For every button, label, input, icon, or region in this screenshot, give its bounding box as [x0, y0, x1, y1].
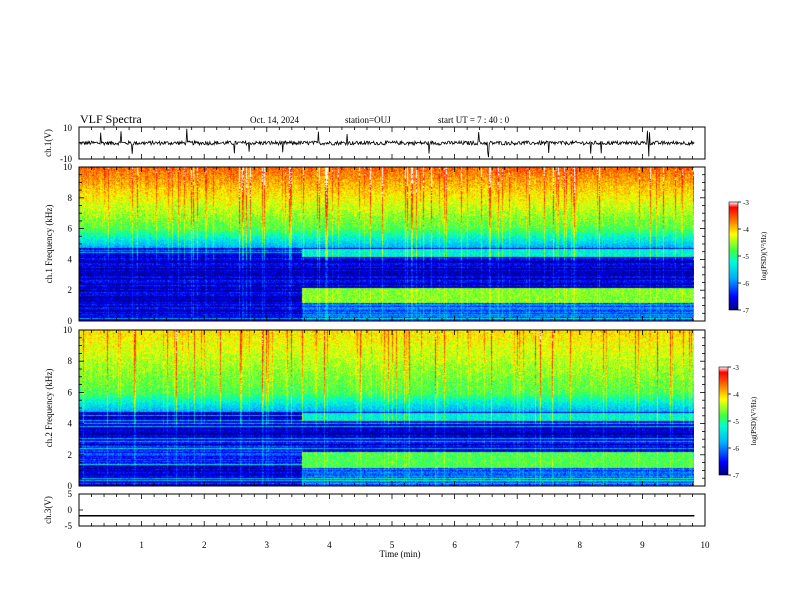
- colorbar-tick-label: -7: [743, 307, 749, 315]
- ch2-spectrogram-ylabel: ch.2 Frequency (kHz): [44, 369, 54, 448]
- ch1-colorbar-label: log(PSD)(V²/Hz): [760, 231, 768, 280]
- figure-title: VLF Spectra: [80, 112, 142, 126]
- ch2-spectrogram-image: [79, 330, 694, 486]
- xtick-label: 5: [390, 540, 395, 550]
- xtick-label: 0: [77, 540, 82, 550]
- colorbar-tick-label: -4: [743, 226, 749, 234]
- ch3-waveform-panel: ch.3(V) 5 0 -5: [43, 489, 706, 531]
- xtick-label: 6: [452, 540, 457, 550]
- ytick-label: 5: [68, 489, 73, 499]
- x-axis-tick-labels: 0 1 2 3 4 5 6 7 8 9 10: [77, 540, 710, 550]
- colorbar-tick-label: -7: [733, 472, 739, 480]
- ch1-waveform-panel: ch.1(V) 10 -10: [43, 123, 706, 164]
- ch3-waveform-ylabel: ch.3(V): [43, 496, 53, 524]
- start-ut-label: start UT = 7 : 40 : 0: [438, 115, 510, 125]
- ch1-colorbar: -3 -4 -5 -6 -7 log(PSD)(V²/Hz): [728, 199, 768, 315]
- ytick-label: 6: [68, 387, 73, 397]
- ytick-label: 10: [63, 325, 73, 335]
- ytick-label: 0: [68, 316, 73, 326]
- colorbar-tick-label: -5: [743, 253, 749, 261]
- ch1-waveform-ylabel: ch.1(V): [43, 129, 53, 157]
- ytick-label: 0: [68, 481, 73, 491]
- colorbar-tick-label: -6: [733, 445, 739, 453]
- colorbar-tick-label: -5: [733, 418, 739, 426]
- ytick-label: 6: [68, 224, 73, 234]
- colorbar-tick-label: -3: [743, 199, 749, 207]
- ch1-spectrogram-image: [79, 167, 694, 321]
- ytick-label: 2: [68, 285, 73, 295]
- xtick-label: 1: [139, 540, 144, 550]
- colorbar-tick-label: -4: [733, 391, 739, 399]
- xtick-label: 9: [640, 540, 645, 550]
- x-axis-label: Time (min): [380, 549, 421, 559]
- ytick-label: 0: [68, 505, 73, 515]
- ytick-label: 8: [68, 193, 73, 203]
- ch1-spectrogram-ylabel: ch.1 Frequency (kHz): [44, 205, 54, 284]
- ytick-label: 4: [68, 419, 73, 429]
- ytick-label: -5: [65, 521, 73, 531]
- ch1-ytick-label: -10: [60, 154, 72, 164]
- ch1-spectrogram-panel: ch.1 Frequency (kHz) 0 2 4 6 8 10: [44, 162, 706, 326]
- ch1-waveform-line: [78, 128, 695, 158]
- xtick-label: 4: [327, 540, 332, 550]
- ch2-spectrogram-panel: ch.2 Frequency (kHz) 0 2 4 6 8 10: [44, 325, 706, 491]
- date-label: Oct. 14, 2024: [250, 115, 299, 125]
- ytick-label: 2: [68, 450, 73, 460]
- station-label: station=OUJ: [345, 115, 391, 125]
- ch2-colorbar: -3 -4 -5 -6 -7 log(PSD)(V²/Hz): [718, 364, 758, 480]
- ytick-label: 8: [68, 356, 73, 366]
- colorbar-tick-label: -3: [733, 364, 739, 372]
- ytick-label: 4: [68, 254, 73, 264]
- ytick-label: 10: [63, 162, 73, 172]
- xtick-label: 10: [701, 540, 711, 550]
- xtick-label: 7: [515, 540, 520, 550]
- ch1-ytick-label: 10: [63, 123, 73, 133]
- xtick-label: 3: [265, 540, 270, 550]
- colorbar-tick-label: -6: [743, 280, 749, 288]
- xtick-label: 8: [578, 540, 583, 550]
- ch2-colorbar-label: log(PSD)(V²/Hz): [750, 396, 758, 445]
- xtick-label: 2: [202, 540, 207, 550]
